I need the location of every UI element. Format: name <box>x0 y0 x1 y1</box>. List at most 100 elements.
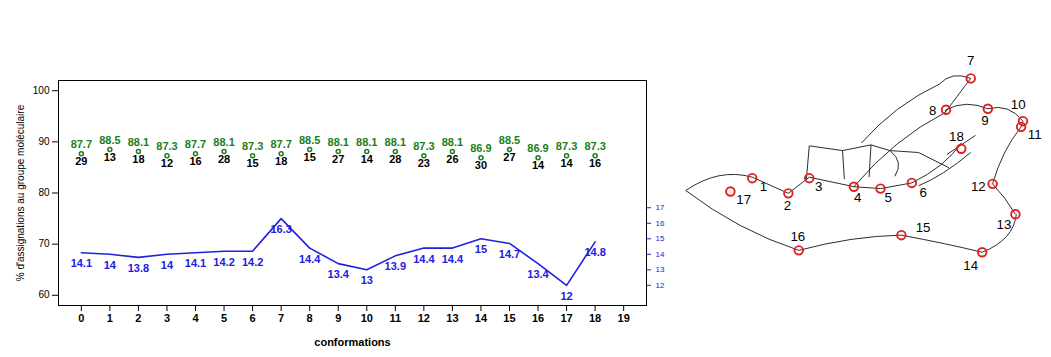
svg-text:conformations: conformations <box>314 336 390 348</box>
svg-text:90: 90 <box>38 136 50 147</box>
svg-text:14.1: 14.1 <box>71 257 92 269</box>
svg-text:88.1: 88.1 <box>385 136 406 148</box>
svg-text:5: 5 <box>884 190 891 205</box>
svg-text:87.7: 87.7 <box>270 138 291 150</box>
svg-text:9: 9 <box>981 113 988 128</box>
svg-text:14.8: 14.8 <box>584 246 605 258</box>
svg-text:18: 18 <box>275 155 287 167</box>
svg-text:11: 11 <box>1028 127 1042 142</box>
svg-text:14: 14 <box>532 159 545 171</box>
svg-text:87.3: 87.3 <box>156 140 177 152</box>
svg-text:15: 15 <box>656 234 665 243</box>
svg-text:3: 3 <box>164 312 170 324</box>
svg-text:14: 14 <box>656 250 665 259</box>
svg-text:88.5: 88.5 <box>499 134 520 146</box>
svg-text:14: 14 <box>161 259 174 271</box>
svg-text:28: 28 <box>218 153 230 165</box>
svg-text:18: 18 <box>589 312 601 324</box>
svg-text:16: 16 <box>189 155 201 167</box>
svg-text:1: 1 <box>107 312 113 324</box>
svg-text:13: 13 <box>361 274 373 286</box>
svg-text:14.4: 14.4 <box>413 253 435 265</box>
svg-text:80: 80 <box>38 187 50 198</box>
svg-text:19: 19 <box>618 312 630 324</box>
svg-text:30: 30 <box>475 159 487 171</box>
svg-text:6: 6 <box>919 185 926 200</box>
svg-text:4: 4 <box>854 190 861 205</box>
svg-text:60: 60 <box>38 289 50 300</box>
svg-text:15: 15 <box>916 220 931 235</box>
svg-text:13.9: 13.9 <box>385 260 406 272</box>
svg-text:14.7: 14.7 <box>499 248 520 260</box>
svg-text:87.3: 87.3 <box>413 140 434 152</box>
svg-text:15: 15 <box>246 157 258 169</box>
svg-text:0: 0 <box>78 312 84 324</box>
svg-text:28: 28 <box>389 153 401 165</box>
svg-text:88.1: 88.1 <box>442 136 463 148</box>
svg-text:16.3: 16.3 <box>270 223 291 235</box>
svg-text:88.1: 88.1 <box>213 136 234 148</box>
svg-text:100: 100 <box>33 85 50 96</box>
svg-text:15: 15 <box>503 312 515 324</box>
svg-text:13: 13 <box>656 265 665 274</box>
svg-text:3: 3 <box>815 179 822 194</box>
svg-text:88.1: 88.1 <box>328 136 349 148</box>
svg-text:27: 27 <box>332 153 344 165</box>
svg-text:87.7: 87.7 <box>185 138 206 150</box>
svg-text:87.3: 87.3 <box>242 140 263 152</box>
svg-text:14.1: 14.1 <box>185 257 206 269</box>
svg-text:14: 14 <box>361 153 374 165</box>
svg-text:2: 2 <box>784 198 791 213</box>
svg-text:14.2: 14.2 <box>213 256 234 268</box>
svg-text:14.4: 14.4 <box>442 253 464 265</box>
svg-text:26: 26 <box>446 153 458 165</box>
svg-text:8: 8 <box>307 312 313 324</box>
svg-text:1: 1 <box>760 179 767 194</box>
svg-text:23: 23 <box>418 157 430 169</box>
svg-text:86.9: 86.9 <box>470 142 491 154</box>
svg-text:7: 7 <box>967 53 974 68</box>
svg-text:4: 4 <box>192 312 199 324</box>
svg-text:7: 7 <box>278 312 284 324</box>
svg-text:13: 13 <box>446 312 458 324</box>
svg-text:15: 15 <box>475 243 487 255</box>
svg-text:12: 12 <box>656 281 665 290</box>
svg-text:13.8: 13.8 <box>128 262 149 274</box>
svg-text:29: 29 <box>75 155 87 167</box>
svg-text:14: 14 <box>104 259 117 271</box>
svg-text:17: 17 <box>736 192 751 207</box>
svg-text:9: 9 <box>335 312 341 324</box>
svg-text:10: 10 <box>361 312 373 324</box>
svg-text:88.5: 88.5 <box>99 134 120 146</box>
svg-text:88.5: 88.5 <box>299 134 320 146</box>
svg-text:18: 18 <box>132 153 144 165</box>
svg-text:12: 12 <box>560 290 572 302</box>
svg-text:86.9: 86.9 <box>527 142 548 154</box>
svg-text:27: 27 <box>503 151 515 163</box>
svg-text:14.4: 14.4 <box>299 253 321 265</box>
svg-text:13: 13 <box>104 151 116 163</box>
svg-text:16: 16 <box>589 157 601 169</box>
svg-text:16: 16 <box>532 312 544 324</box>
svg-text:14: 14 <box>963 258 978 273</box>
svg-text:13.4: 13.4 <box>328 268 350 280</box>
svg-text:11: 11 <box>389 312 401 324</box>
svg-text:16: 16 <box>656 219 665 228</box>
svg-text:88.1: 88.1 <box>356 136 377 148</box>
svg-text:16: 16 <box>790 229 805 244</box>
svg-text:10: 10 <box>1011 97 1026 112</box>
svg-text:6: 6 <box>250 312 256 324</box>
svg-text:% d'assignations au groupe mol: % d'assignations au groupe moléculaire <box>15 104 26 281</box>
svg-text:12: 12 <box>418 312 430 324</box>
svg-text:70: 70 <box>38 238 50 249</box>
svg-text:87.3: 87.3 <box>556 140 577 152</box>
svg-text:17: 17 <box>560 312 572 324</box>
svg-text:2: 2 <box>135 312 141 324</box>
svg-text:18: 18 <box>949 129 964 144</box>
svg-text:87.3: 87.3 <box>584 140 605 152</box>
svg-text:88.1: 88.1 <box>128 136 149 148</box>
svg-text:14.2: 14.2 <box>242 256 263 268</box>
svg-text:14: 14 <box>475 312 488 324</box>
svg-text:15: 15 <box>304 151 316 163</box>
svg-text:5: 5 <box>221 312 227 324</box>
